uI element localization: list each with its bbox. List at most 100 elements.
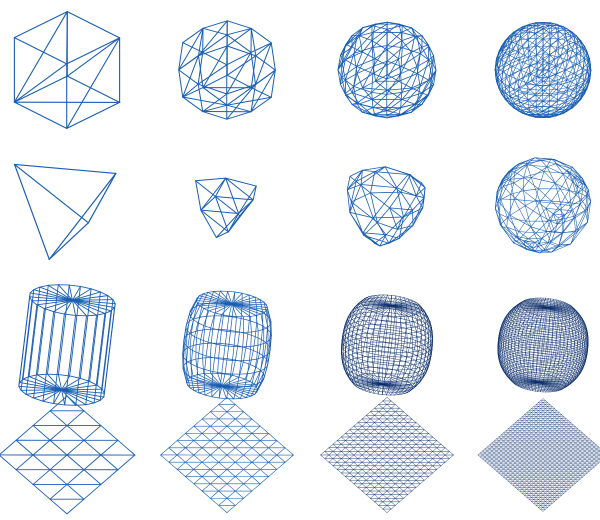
mesh-edge	[581, 193, 589, 201]
mesh-edge	[522, 46, 526, 56]
mesh-edge	[542, 80, 550, 86]
mesh-edge	[252, 350, 260, 354]
mesh-edge	[527, 39, 530, 51]
mesh-edge	[386, 49, 399, 60]
mesh-edge	[376, 340, 384, 343]
mesh-edge	[357, 349, 359, 354]
mesh-edge	[520, 56, 529, 70]
mesh-edge	[522, 27, 531, 30]
mesh-edge	[528, 54, 537, 58]
mesh-edge	[400, 191, 413, 211]
mesh-edge	[574, 35, 579, 42]
mesh-edge	[501, 75, 511, 83]
mesh-edge	[391, 295, 397, 297]
mesh-edge	[496, 62, 498, 76]
mesh-edge	[374, 324, 381, 327]
mesh-edge	[501, 71, 504, 83]
mesh-edge	[536, 38, 544, 47]
mesh-edge	[581, 177, 585, 183]
mesh-edge	[231, 303, 265, 313]
mesh-edge	[380, 328, 388, 330]
mesh-edge	[353, 66, 358, 87]
mesh-edge	[528, 68, 538, 74]
mesh-edge	[518, 73, 530, 81]
mesh-edge	[195, 180, 216, 198]
mesh-edge	[226, 27, 252, 36]
mesh-edge	[344, 86, 355, 95]
mesh-edge	[584, 74, 590, 81]
mesh-edge	[566, 49, 569, 61]
mesh-edge	[351, 370, 355, 372]
mesh-edge	[513, 199, 527, 222]
mesh-edge	[193, 319, 199, 324]
mesh-edge	[356, 66, 374, 75]
mesh-edge	[518, 46, 523, 53]
mesh-edge	[202, 357, 205, 374]
mesh-edge	[345, 44, 353, 48]
mesh-edge	[393, 325, 395, 331]
mesh-edge	[582, 48, 588, 54]
mesh-edge	[573, 176, 583, 184]
mesh-edge	[423, 349, 427, 352]
mesh-edge	[428, 79, 435, 85]
mesh-edge	[397, 344, 404, 347]
mesh-edge	[576, 46, 581, 49]
mesh-edge	[536, 68, 538, 77]
mesh-edge	[249, 350, 254, 365]
mesh-edge	[383, 336, 390, 339]
mesh-edge	[508, 89, 514, 93]
mesh-edge	[386, 374, 391, 376]
mesh-edge	[197, 83, 228, 95]
mesh-edge	[527, 157, 535, 164]
mesh-edge	[498, 213, 508, 228]
mesh-edge	[423, 361, 425, 367]
mesh-edge	[386, 114, 403, 119]
mesh-edge	[424, 340, 426, 346]
mesh-edge	[542, 25, 549, 27]
mesh-edge	[526, 24, 529, 31]
mesh-edge	[372, 23, 376, 33]
mesh-edge	[223, 359, 233, 361]
mesh-edge	[535, 95, 544, 102]
mesh-edge	[66, 11, 68, 65]
mesh-edge	[401, 66, 418, 93]
mesh-edge	[211, 396, 220, 399]
mesh-edge	[431, 55, 435, 64]
mesh-edge	[226, 55, 257, 76]
mesh-edge	[402, 350, 409, 353]
mesh-edge	[415, 336, 417, 341]
mesh-edge	[341, 66, 358, 78]
mesh-edge	[411, 331, 417, 334]
mesh-edge	[576, 91, 581, 94]
mesh-edge	[576, 52, 585, 59]
mesh-edge	[197, 83, 204, 113]
mesh-edge	[358, 35, 363, 53]
mesh-edge	[562, 106, 566, 112]
mesh-edge	[527, 99, 536, 107]
mesh-edge	[509, 49, 514, 56]
mesh-edge	[577, 176, 583, 179]
mesh-edge	[361, 51, 376, 60]
mesh-edge	[511, 35, 516, 43]
mesh-edge	[505, 63, 511, 78]
mesh-edge	[522, 61, 531, 66]
mesh-edge	[390, 298, 392, 302]
mesh-edge	[556, 61, 564, 74]
mesh-edge	[571, 210, 575, 219]
mesh-edge	[550, 33, 559, 41]
mesh-edge	[362, 359, 369, 362]
mesh-edge	[370, 343, 377, 346]
mesh-edge	[386, 356, 388, 361]
mesh-edge	[403, 369, 405, 375]
mesh-edge	[586, 77, 591, 83]
mesh-edge	[547, 242, 559, 248]
mesh-edge	[570, 97, 575, 105]
mesh-edge	[345, 53, 355, 81]
mesh-edge	[392, 334, 394, 340]
mesh-edge	[373, 393, 379, 395]
mesh-edge	[518, 87, 531, 90]
mesh-edge	[416, 46, 423, 67]
mesh-edge	[337, 55, 341, 71]
mesh-edge	[500, 50, 503, 52]
mesh-edge	[419, 59, 429, 87]
